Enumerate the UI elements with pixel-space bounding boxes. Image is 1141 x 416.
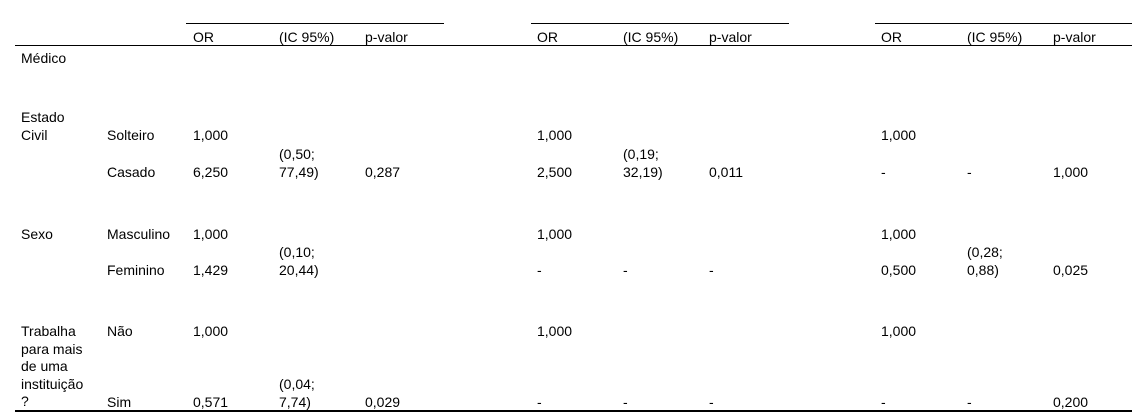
group1-or-header: OR [193, 29, 214, 45]
section-label: Médico [21, 50, 67, 66]
sublabel-nao: Não [107, 323, 133, 339]
group2-top-rule [531, 23, 789, 24]
sim-g1-ci-line2: 7,74) [279, 394, 311, 410]
masculino-g2-or: 1,000 [537, 226, 573, 242]
casado-g1-ci-line2: 77,49) [279, 164, 319, 180]
feminino-g2-or: - [537, 262, 542, 278]
sublabel-solteiro: Solteiro [107, 127, 155, 143]
feminino-g1-ci-line1: (0,10; [279, 244, 315, 260]
feminino-g1-ci-line2: 20,44) [279, 262, 319, 278]
row-label-trabalha-3: de uma [21, 358, 68, 374]
sim-g3-or: - [881, 394, 886, 410]
table-bottom-rule [15, 410, 1132, 412]
sublabel-feminino: Feminino [107, 262, 165, 278]
sim-g2-ci: - [623, 394, 628, 410]
masculino-g1-or: 1,000 [193, 226, 229, 242]
feminino-g2-p: - [709, 262, 714, 278]
casado-g1-ci-line1: (0,50; [279, 146, 315, 162]
row-label-trabalha-1: Trabalha [21, 323, 76, 339]
group3-ci-header: (IC 95%) [967, 29, 1023, 45]
casado-g3-or: - [881, 164, 886, 180]
group1-p-header: p-valor [365, 29, 408, 45]
sublabel-casado: Casado [107, 164, 156, 180]
sim-g3-p: 0,200 [1053, 394, 1089, 410]
feminino-g1-or: 1,429 [193, 262, 229, 278]
nao-g2-or: 1,000 [537, 323, 573, 339]
solteiro-g2-or: 1,000 [537, 127, 573, 143]
group1-top-rule [186, 23, 444, 24]
masculino-g3-or: 1,000 [881, 226, 917, 242]
solteiro-g3-or: 1,000 [881, 127, 917, 143]
sim-g1-or: 0,571 [193, 394, 229, 410]
feminino-g3-or: 0,500 [881, 262, 917, 278]
casado-g1-p: 0,287 [365, 164, 401, 180]
sim-g2-or: - [537, 394, 542, 410]
casado-g3-ci: - [967, 164, 972, 180]
group3-top-rule [875, 23, 1132, 24]
feminino-g2-ci: - [623, 262, 628, 278]
group2-or-header: OR [537, 29, 558, 45]
solteiro-g1-or: 1,000 [193, 127, 229, 143]
sim-g1-ci-line1: (0,04; [279, 376, 315, 392]
row-label-estado-civil-2: Civil [21, 127, 48, 143]
casado-g2-p: 0,011 [709, 164, 743, 180]
sim-g3-ci: - [967, 394, 972, 410]
group2-p-header: p-valor [709, 29, 752, 45]
casado-g2-ci-line2: 32,19) [623, 164, 663, 180]
row-label-trabalha-2: para mais [21, 341, 83, 357]
casado-g2-ci-line1: (0,19; [623, 146, 659, 162]
casado-g2-or: 2,500 [537, 164, 573, 180]
header-bottom-rule [15, 45, 1132, 46]
feminino-g3-ci-line1: (0,28; [967, 244, 1003, 260]
row-label-trabalha-5: ? [21, 393, 29, 409]
row-label-sexo: Sexo [21, 226, 53, 242]
sim-g2-p: - [709, 394, 714, 410]
group3-p-header: p-valor [1053, 29, 1096, 45]
group1-ci-header: (IC 95%) [279, 29, 335, 45]
group3-or-header: OR [881, 29, 902, 45]
casado-g1-or: 6,250 [193, 164, 229, 180]
sublabel-masculino: Masculino [107, 226, 171, 242]
feminino-g3-p: 0,025 [1053, 262, 1089, 278]
row-label-trabalha-4: instituição [21, 376, 84, 392]
casado-g3-p: 1,000 [1053, 164, 1089, 180]
group2-ci-header: (IC 95%) [623, 29, 679, 45]
nao-g3-or: 1,000 [881, 323, 917, 339]
row-label-estado-civil-1: Estado [21, 109, 65, 125]
nao-g1-or: 1,000 [193, 323, 229, 339]
sublabel-sim: Sim [107, 394, 132, 410]
feminino-g3-ci-line2: 0,88) [967, 262, 999, 278]
sim-g1-p: 0,029 [365, 394, 401, 410]
